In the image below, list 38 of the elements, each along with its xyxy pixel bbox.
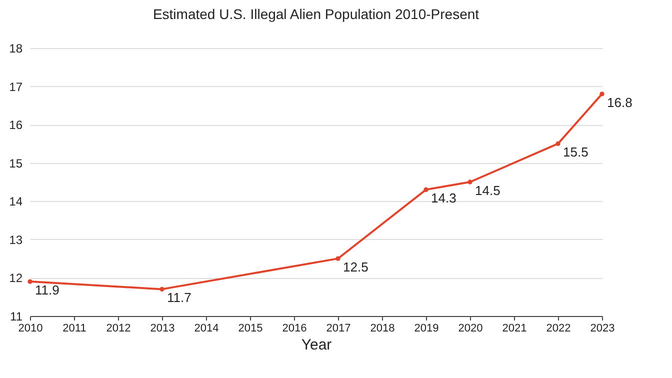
point (160, 286, 164, 292)
x-tick-label: 2021 (502, 322, 527, 334)
point (600, 92, 604, 96)
point (424, 187, 428, 192)
y-tick-label: 11 (10, 310, 23, 324)
x-tick-label: 2018 (370, 322, 395, 334)
x-tick-label: 2017 (326, 322, 351, 334)
point (556, 141, 560, 146)
x-tick-label: 2016 (282, 322, 307, 334)
data-label: 14.3 (431, 190, 456, 206)
data-label: 14.5 (475, 183, 500, 198)
y-tick-label: 14 (9, 194, 23, 209)
y-tick-label: 12 (9, 271, 23, 286)
data-label: 15.5 (563, 144, 588, 160)
point (28, 279, 32, 284)
point (336, 256, 340, 261)
x-axis-title: Year (301, 336, 332, 354)
data-label: 12.5 (343, 260, 368, 275)
y-tick-label: 13 (9, 232, 23, 247)
x-tick-label: 2013 (150, 322, 175, 334)
x-tick-label: 2020 (458, 322, 483, 334)
chart-title: Estimated U.S. Illegal Alien Population 2010-Present (152, 6, 480, 22)
x-tick-label: 2015 (238, 322, 263, 334)
x-tick-label: 2010 (18, 322, 43, 334)
y-tick-label: 16 (9, 118, 23, 132)
data-label: 16.8 (607, 94, 632, 110)
point (468, 180, 472, 184)
y-tick-label: 18 (9, 42, 23, 56)
x-tick-label: 2023 (590, 322, 615, 334)
x-tick-label: 2011 (62, 322, 86, 334)
y-tick-label: 15 (9, 156, 23, 170)
y-tick-label: 17 (9, 80, 23, 94)
x-tick-label: 2022 (546, 322, 571, 334)
data-label: 11.7 (167, 290, 192, 306)
data-label: 11.9 (35, 282, 60, 298)
x-tick-label: 2014 (194, 322, 219, 334)
x-tick-label: 2012 (106, 322, 131, 334)
x-tick-label: 2019 (414, 322, 439, 334)
